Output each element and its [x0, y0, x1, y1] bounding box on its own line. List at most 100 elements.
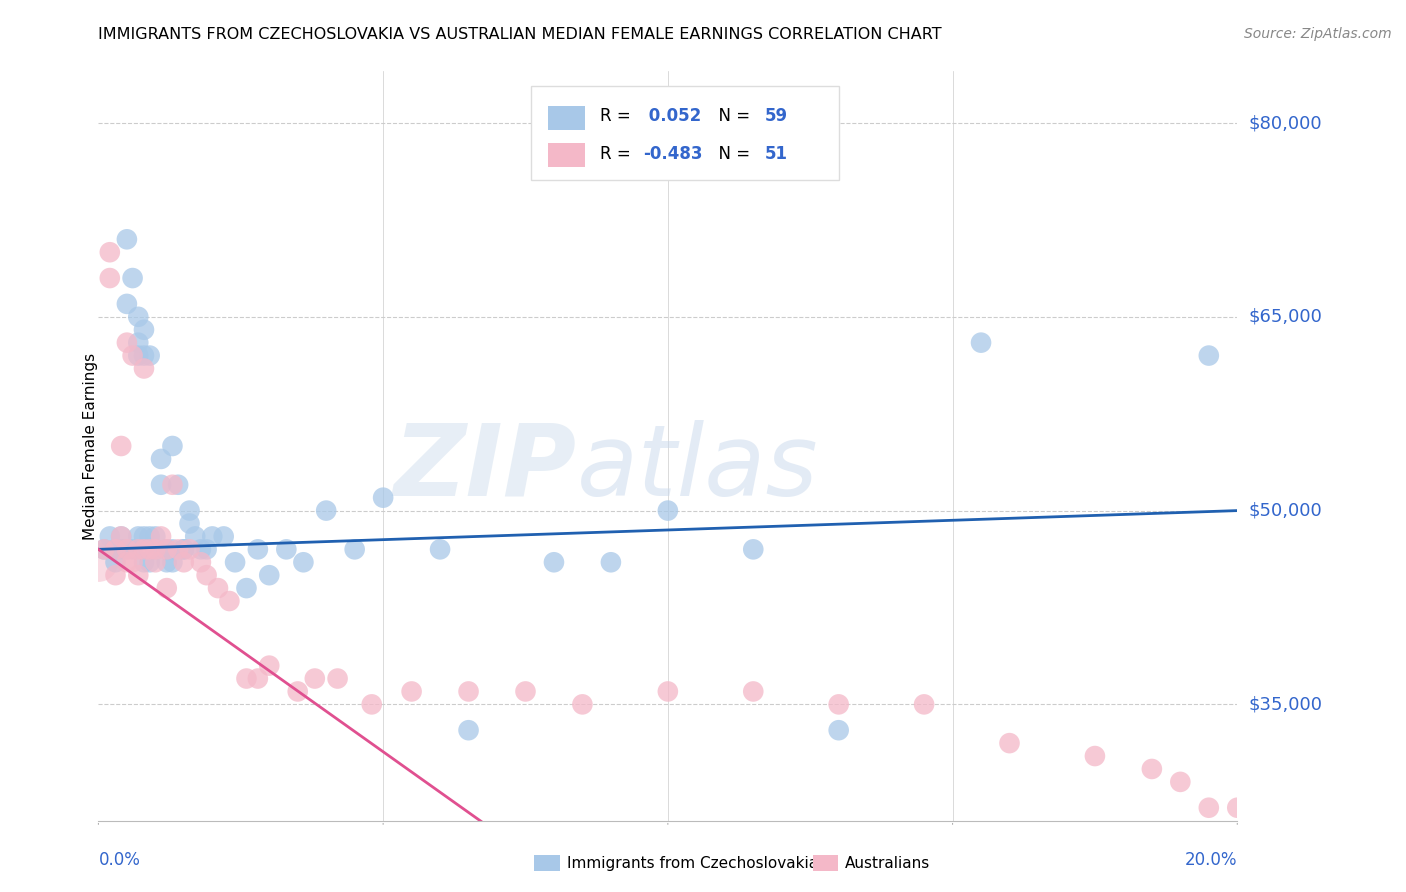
- Point: [742, 684, 765, 698]
- Point: [235, 581, 257, 595]
- Point: [121, 349, 143, 363]
- Point: [184, 529, 207, 543]
- Point: [127, 310, 149, 324]
- Point: [110, 542, 132, 557]
- Point: [401, 684, 423, 698]
- Point: [828, 723, 851, 738]
- Point: [742, 542, 765, 557]
- Point: [173, 542, 195, 557]
- Point: [998, 736, 1021, 750]
- Point: [138, 542, 160, 557]
- Text: 20.0%: 20.0%: [1185, 851, 1237, 869]
- Point: [195, 542, 218, 557]
- Point: [93, 542, 115, 557]
- Point: [138, 529, 160, 543]
- Text: $65,000: $65,000: [1249, 308, 1322, 326]
- Point: [156, 542, 179, 557]
- Point: [132, 529, 155, 543]
- Point: [224, 555, 246, 569]
- Point: [235, 672, 257, 686]
- Point: [218, 594, 240, 608]
- Point: [1198, 801, 1220, 815]
- Point: [212, 529, 235, 543]
- Text: N =: N =: [707, 145, 755, 162]
- Text: 0.052: 0.052: [643, 107, 702, 125]
- Point: [1084, 749, 1107, 764]
- Point: [326, 672, 349, 686]
- Point: [150, 451, 173, 466]
- Point: [132, 555, 155, 569]
- Point: [138, 555, 160, 569]
- Point: [657, 503, 679, 517]
- Point: [115, 542, 138, 557]
- Point: [145, 542, 167, 557]
- FancyBboxPatch shape: [548, 144, 585, 168]
- Point: [207, 581, 229, 595]
- Text: 0.0%: 0.0%: [98, 851, 141, 869]
- Point: [121, 542, 143, 557]
- Point: [373, 491, 395, 505]
- Point: [156, 555, 179, 569]
- Point: [162, 555, 184, 569]
- Point: [132, 349, 155, 363]
- Point: [162, 477, 184, 491]
- Point: [912, 698, 935, 712]
- Point: [127, 349, 149, 363]
- Point: [115, 335, 138, 350]
- Point: [246, 542, 269, 557]
- Point: [121, 271, 143, 285]
- Point: [93, 542, 115, 557]
- Text: Australians: Australians: [845, 856, 931, 871]
- Point: [571, 698, 593, 712]
- Point: [828, 698, 851, 712]
- Point: [1198, 349, 1220, 363]
- Point: [132, 361, 155, 376]
- Point: [201, 529, 224, 543]
- Point: [138, 349, 160, 363]
- Text: $80,000: $80,000: [1249, 114, 1322, 132]
- Point: [1226, 801, 1249, 815]
- Text: IMMIGRANTS FROM CZECHOSLOVAKIA VS AUSTRALIAN MEDIAN FEMALE EARNINGS CORRELATION : IMMIGRANTS FROM CZECHOSLOVAKIA VS AUSTRA…: [98, 27, 942, 42]
- Point: [543, 555, 565, 569]
- Point: [150, 477, 173, 491]
- Point: [162, 542, 184, 557]
- Text: atlas: atlas: [576, 420, 818, 517]
- Point: [110, 529, 132, 543]
- Point: [115, 555, 138, 569]
- FancyBboxPatch shape: [548, 106, 585, 130]
- Point: [173, 555, 195, 569]
- Point: [457, 684, 479, 698]
- Point: [179, 542, 201, 557]
- Text: ZIP: ZIP: [394, 420, 576, 517]
- Point: [259, 568, 281, 582]
- Text: 51: 51: [765, 145, 787, 162]
- Y-axis label: Median Female Earnings: Median Female Earnings: [83, 352, 97, 540]
- Point: [132, 542, 155, 557]
- Point: [190, 542, 212, 557]
- Text: N =: N =: [707, 107, 755, 125]
- Text: -0.483: -0.483: [643, 145, 702, 162]
- Point: [115, 542, 138, 557]
- Text: $35,000: $35,000: [1249, 696, 1323, 714]
- Text: R =: R =: [599, 107, 636, 125]
- Point: [104, 568, 127, 582]
- Point: [195, 568, 218, 582]
- Point: [98, 245, 121, 260]
- Point: [127, 568, 149, 582]
- Point: [110, 529, 132, 543]
- Point: [104, 542, 127, 557]
- Point: [127, 542, 149, 557]
- Point: [246, 672, 269, 686]
- Point: [657, 684, 679, 698]
- Point: [167, 542, 190, 557]
- Point: [145, 529, 167, 543]
- Point: [98, 271, 121, 285]
- Point: [98, 529, 121, 543]
- Point: [132, 323, 155, 337]
- Point: [145, 542, 167, 557]
- Point: [515, 684, 537, 698]
- Point: [87, 555, 110, 569]
- Point: [259, 658, 281, 673]
- Text: $50,000: $50,000: [1249, 501, 1322, 520]
- Point: [970, 335, 993, 350]
